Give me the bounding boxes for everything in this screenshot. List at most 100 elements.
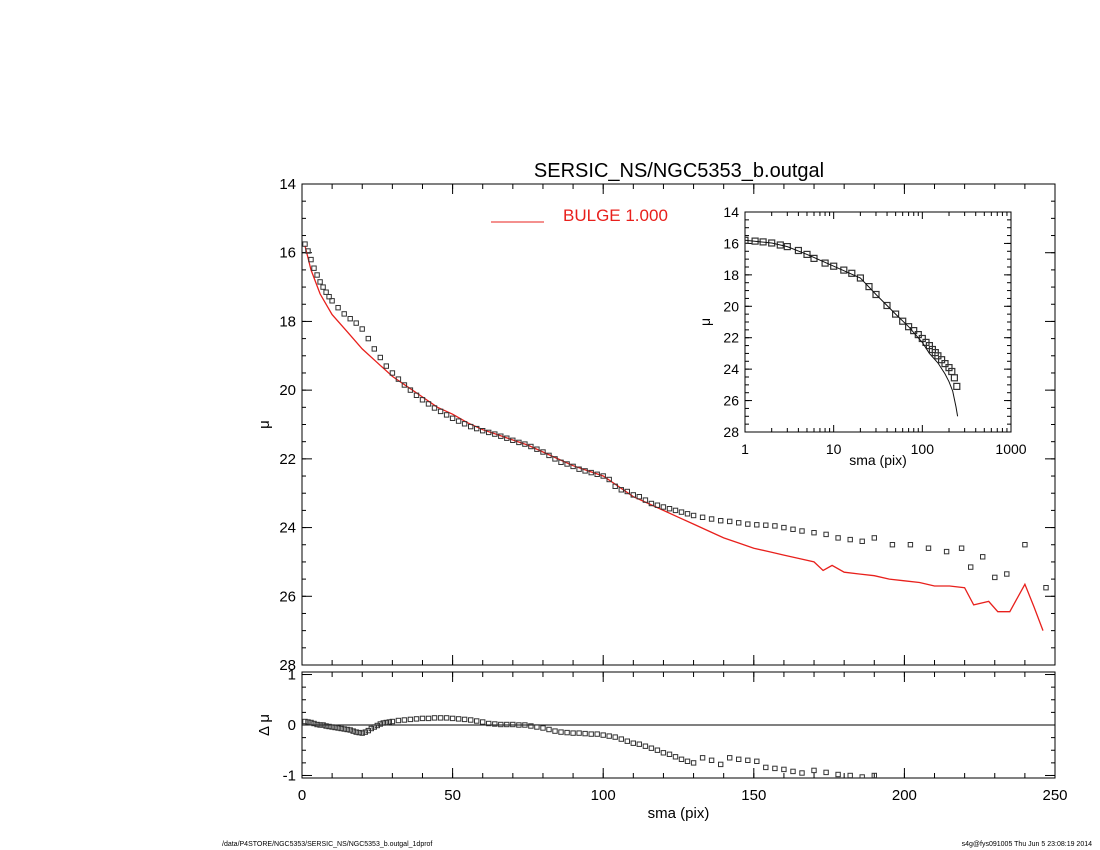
main-profile-data-point bbox=[570, 463, 576, 470]
main-profile-data-point bbox=[492, 431, 498, 437]
residual-data-point bbox=[546, 726, 552, 733]
main-profile-series-0-line bbox=[304, 245, 1044, 631]
main-profile-data-point bbox=[552, 456, 558, 462]
inset-profile-data-point bbox=[803, 250, 811, 258]
residual-data-point bbox=[437, 715, 444, 721]
main-profile-y-tick-label: 16 bbox=[279, 245, 296, 262]
main-profile-data-point bbox=[612, 483, 618, 490]
inset-profile-series-1-line bbox=[745, 239, 959, 417]
main-profile-data-point bbox=[925, 545, 932, 551]
inset-profile-data-point bbox=[883, 301, 891, 310]
residual-data-point bbox=[486, 720, 492, 727]
residual-data-point bbox=[468, 717, 474, 723]
main-profile-data-point bbox=[718, 518, 724, 524]
main-profile-data-point bbox=[636, 494, 642, 500]
main-profile-data-point bbox=[835, 535, 841, 541]
main-profile-data-point bbox=[847, 536, 853, 543]
inset-profile-series-group bbox=[745, 236, 961, 417]
legend-label: BULGE 1.000 bbox=[563, 206, 668, 225]
main-profile-data-point bbox=[474, 425, 480, 432]
residual-data-point bbox=[564, 729, 570, 736]
inset-profile-y-tick-label: 20 bbox=[723, 298, 739, 314]
main-profile-y-axis-label: μ bbox=[256, 420, 273, 429]
residual-data-point bbox=[736, 756, 742, 762]
inset-profile-data-point bbox=[821, 259, 829, 267]
main-profile-data-point bbox=[624, 488, 630, 495]
residual-data-point bbox=[498, 721, 504, 728]
main-profile-series-group bbox=[302, 241, 1049, 631]
residual-data-point bbox=[317, 722, 323, 728]
residual-data-point bbox=[362, 729, 369, 735]
main-profile-data-point bbox=[443, 412, 450, 418]
residual-data-point bbox=[407, 716, 414, 723]
main-profile-data-point bbox=[468, 423, 474, 430]
main-profile-data-point bbox=[823, 531, 829, 538]
chart-title: SERSIC_NS/NGC5353_b.outgal bbox=[534, 160, 824, 182]
inset-profile-data-point bbox=[950, 374, 959, 382]
residual-data-point bbox=[510, 721, 516, 728]
residual-data-point bbox=[522, 722, 528, 728]
residual-data-point bbox=[380, 720, 387, 726]
main-profile-data-point bbox=[727, 518, 733, 525]
inset-profile-data-point bbox=[856, 274, 865, 282]
residual-data-point bbox=[781, 766, 787, 773]
inset-profile-x-tick-label: 10 bbox=[826, 441, 842, 457]
main-profile-data-point bbox=[353, 320, 359, 326]
main-profile-data-point bbox=[431, 405, 438, 411]
footer-timestamp: s4g@fys091005 Thu Jun 5 23:08:19 2014 bbox=[961, 841, 1092, 848]
main-profile-data-point bbox=[323, 289, 329, 295]
residual-data-point bbox=[516, 722, 522, 728]
main-profile-data-point bbox=[790, 526, 796, 532]
main-profile-data-point bbox=[781, 524, 787, 531]
residual-data-point bbox=[356, 729, 362, 736]
main-profile-data-point bbox=[968, 564, 974, 570]
residual-data-point bbox=[474, 718, 480, 724]
main-profile-data-point bbox=[308, 256, 314, 263]
main-profile-data-point bbox=[772, 523, 778, 529]
residual-data-point bbox=[745, 757, 751, 763]
residual-x-tick-label: 250 bbox=[1042, 787, 1067, 804]
main-profile-data-point bbox=[648, 500, 655, 507]
residual-data-point bbox=[308, 719, 314, 726]
residual-data-point bbox=[588, 731, 594, 737]
residual-data-point bbox=[314, 721, 320, 728]
main-profile-data-point bbox=[335, 305, 341, 311]
main-profile-data-point bbox=[311, 265, 317, 271]
residual-data-point bbox=[368, 725, 375, 732]
main-profile-data-point bbox=[528, 443, 534, 450]
residual-data-point bbox=[419, 715, 426, 722]
main-profile-data-point bbox=[347, 316, 353, 322]
main-profile-data-point bbox=[684, 511, 691, 517]
residual-data-point bbox=[576, 730, 582, 736]
residual-data-point bbox=[718, 761, 724, 768]
main-profile-data-point bbox=[763, 522, 769, 528]
inset-profile-x-axis-label: sma (pix) bbox=[849, 452, 907, 468]
residual-data-point bbox=[332, 724, 338, 731]
residual-data-point bbox=[811, 767, 817, 774]
inset-profile-y-tick-label: 18 bbox=[723, 267, 739, 283]
inset-profile-data-point bbox=[830, 262, 838, 270]
residual-data-point bbox=[350, 728, 356, 734]
residual-data-point bbox=[443, 715, 450, 721]
inset-profile-panel: 1 10 100 1000 14 16 18 20 22 24 26 28 μ sma (pix) bbox=[697, 204, 1027, 468]
residual-data-point bbox=[305, 719, 311, 725]
residual-data-point bbox=[558, 729, 564, 735]
inset-profile-x-tick-label: 1000 bbox=[995, 441, 1026, 457]
residual-data-point bbox=[666, 751, 673, 757]
main-profile-data-point bbox=[980, 554, 986, 560]
main-profile-data-point bbox=[1043, 585, 1049, 591]
residual-data-point bbox=[389, 718, 396, 725]
residual-data-point bbox=[835, 771, 841, 778]
residual-data-point bbox=[347, 727, 353, 733]
residual-data-point bbox=[374, 722, 381, 729]
residual-data-point bbox=[504, 721, 510, 728]
inset-profile-data-point bbox=[910, 327, 918, 335]
inset-profile-x-tick-label: 1 bbox=[741, 441, 749, 457]
main-profile-data-point bbox=[811, 530, 817, 536]
inset-profile-data-point bbox=[904, 323, 913, 331]
residual-data-point bbox=[413, 716, 420, 722]
residual-data-point bbox=[871, 772, 877, 778]
residual-data-point bbox=[480, 719, 486, 725]
main-profile-data-point bbox=[799, 528, 805, 534]
